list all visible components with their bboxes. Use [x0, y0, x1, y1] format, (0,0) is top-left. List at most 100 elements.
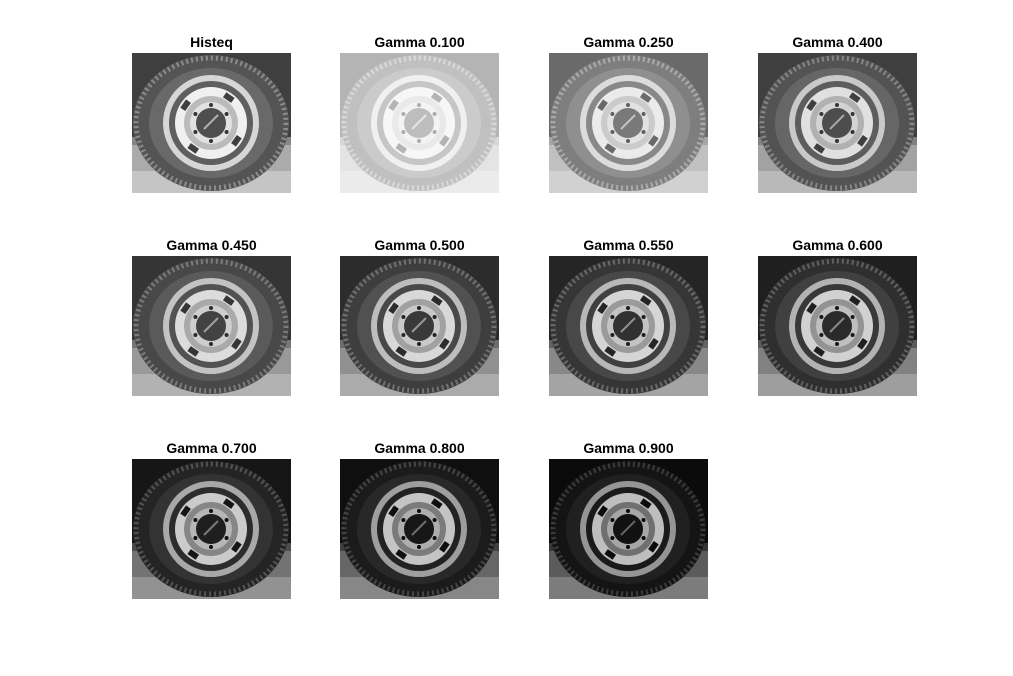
rim-vent	[813, 143, 826, 154]
lug-nut	[401, 112, 406, 116]
lug-nut	[819, 112, 824, 116]
tire-image	[549, 256, 708, 396]
tire-tread	[759, 258, 915, 394]
rim-vent	[439, 134, 450, 147]
panel-title: Gamma 0.700	[166, 440, 257, 456]
lug-nut	[835, 103, 839, 107]
lug-nut	[224, 536, 229, 540]
lug-nut	[193, 112, 198, 116]
rim-vent	[180, 505, 191, 518]
lug-nut	[432, 130, 437, 134]
lug-nut	[641, 315, 646, 319]
rim-vent	[848, 92, 861, 103]
panel-title: Gamma 0.400	[792, 34, 883, 50]
rim-vent	[857, 337, 868, 350]
hub-reflection	[411, 317, 427, 333]
lug-nut	[835, 342, 839, 346]
lug-nut	[209, 306, 213, 310]
lug-nut	[850, 112, 855, 116]
lug-nut	[417, 103, 421, 107]
rim-vent	[648, 540, 659, 553]
lug-nut	[641, 112, 646, 116]
hub-reflection	[203, 114, 219, 130]
tire-tread	[341, 55, 497, 191]
lug-nut	[193, 315, 198, 319]
rim-vent	[604, 143, 617, 154]
rim-vent	[222, 92, 235, 103]
lug-nut	[401, 130, 406, 134]
tire-tread	[133, 55, 289, 191]
lug-nut	[193, 130, 198, 134]
panel-gamma-0-900: Gamma 0.900	[549, 440, 708, 599]
rim-vent	[806, 99, 817, 112]
lug-nut	[417, 139, 421, 143]
tire-image	[549, 53, 708, 193]
lug-nut	[417, 509, 421, 513]
rim-vent	[439, 540, 450, 553]
lug-nut	[835, 306, 839, 310]
rim-vent	[187, 143, 200, 154]
tire-tread	[759, 55, 915, 191]
panel-gamma-0-400: Gamma 0.400	[758, 34, 917, 193]
lug-nut	[209, 342, 213, 346]
lug-nut	[401, 333, 406, 337]
rim-vent	[604, 549, 617, 560]
panel-title: Gamma 0.250	[583, 34, 674, 50]
rim-vent	[180, 99, 191, 112]
tire-image	[132, 459, 291, 599]
lug-nut	[819, 130, 824, 134]
rim-vent	[648, 134, 659, 147]
lug-nut	[224, 130, 229, 134]
rim-vent	[395, 143, 408, 154]
panel-gamma-0-250: Gamma 0.250	[549, 34, 708, 193]
panel-title: Gamma 0.100	[374, 34, 465, 50]
lug-nut	[626, 545, 630, 549]
lug-nut	[401, 536, 406, 540]
hub-reflection	[203, 520, 219, 536]
tire-image	[340, 53, 499, 193]
lug-nut	[224, 315, 229, 319]
rim-vent	[395, 346, 408, 357]
panel-title: Gamma 0.550	[583, 237, 674, 253]
rim-vent	[231, 337, 242, 350]
lug-nut	[209, 103, 213, 107]
lug-nut	[209, 509, 213, 513]
rim-vent	[388, 302, 399, 315]
rim-vent	[439, 337, 450, 350]
lug-nut	[850, 315, 855, 319]
tire-tread	[133, 461, 289, 597]
lug-nut	[432, 536, 437, 540]
tire-tread	[133, 258, 289, 394]
hub-reflection	[620, 114, 636, 130]
rim-vent	[187, 346, 200, 357]
rim-vent	[639, 295, 652, 306]
panel-gamma-0-600: Gamma 0.600	[758, 237, 917, 396]
lug-nut	[432, 518, 437, 522]
lug-nut	[610, 315, 615, 319]
tire-image	[340, 459, 499, 599]
rim-vent	[813, 346, 826, 357]
panel-title: Gamma 0.800	[374, 440, 465, 456]
lug-nut	[193, 536, 198, 540]
tire-tread	[341, 461, 497, 597]
panel-title: Gamma 0.500	[374, 237, 465, 253]
lug-nut	[417, 306, 421, 310]
panel-gamma-0-450: Gamma 0.450	[132, 237, 291, 396]
rim-vent	[395, 549, 408, 560]
panel-title: Gamma 0.900	[583, 440, 674, 456]
lug-nut	[209, 139, 213, 143]
lug-nut	[224, 518, 229, 522]
rim-vent	[648, 337, 659, 350]
tire-image	[132, 53, 291, 193]
lug-nut	[209, 545, 213, 549]
lug-nut	[626, 306, 630, 310]
rim-vent	[639, 498, 652, 509]
lug-nut	[610, 333, 615, 337]
lug-nut	[626, 342, 630, 346]
rim-vent	[848, 295, 861, 306]
lug-nut	[641, 518, 646, 522]
rim-vent	[597, 505, 608, 518]
rim-vent	[222, 295, 235, 306]
rim-vent	[180, 302, 191, 315]
